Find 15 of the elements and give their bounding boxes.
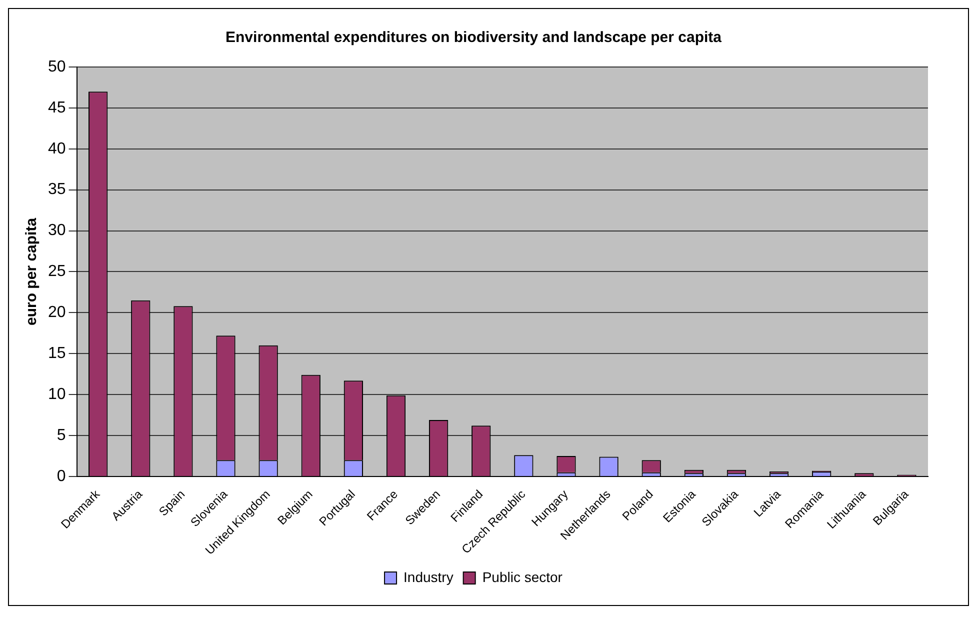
y-tick-label: 35 — [48, 181, 66, 198]
y-axis-title: euro per capita — [23, 217, 40, 326]
y-tick-label: 20 — [48, 304, 66, 322]
y-tick-label: 30 — [48, 222, 66, 240]
y-tick-label: 25 — [48, 263, 66, 280]
y-tick-label: 10 — [48, 386, 66, 403]
y-tick-label: 45 — [48, 99, 66, 116]
chart-title: Environmental expenditures on biodiversity and landscape per capita — [226, 29, 722, 46]
y-tick-label: 0 — [56, 468, 66, 485]
y-tick-label: 50 — [48, 58, 66, 76]
y-tick-label: 40 — [48, 140, 66, 158]
legend-label: Public sector — [482, 568, 563, 585]
y-tick-label: 5 — [56, 426, 66, 444]
legend-label: Industry — [404, 568, 454, 585]
y-tick-label: 15 — [48, 345, 66, 362]
